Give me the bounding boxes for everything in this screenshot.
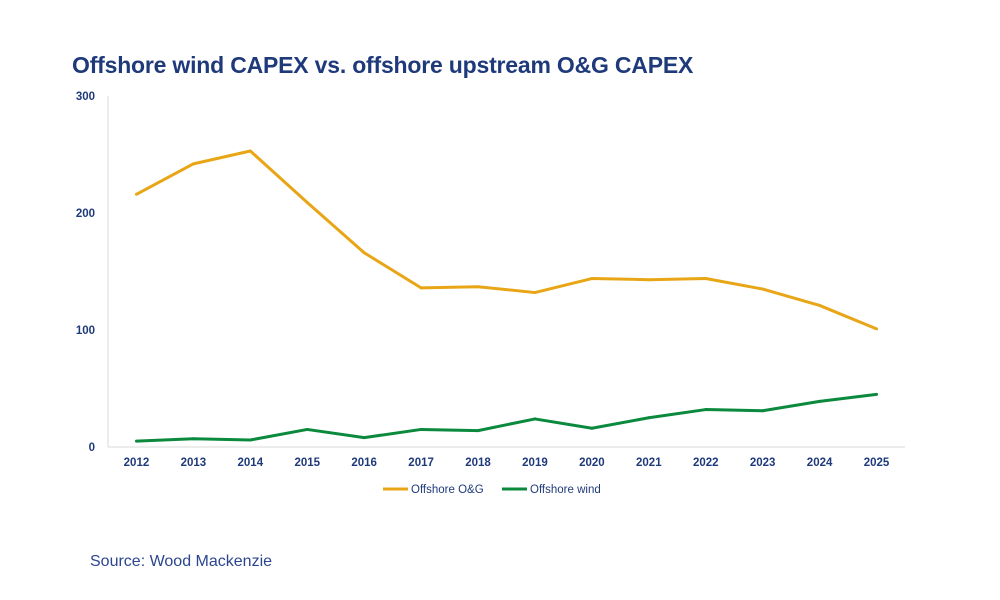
x-tick-label: 2012 [124,457,150,469]
y-tick-label: 100 [76,325,95,337]
data-point [419,427,423,431]
data-point [761,287,765,291]
data-point [248,438,252,442]
x-tick-label: 2024 [807,457,833,469]
data-point [191,437,195,441]
data-point [590,426,594,430]
x-tick-label: 2022 [693,457,719,469]
y-tick-label: 200 [76,208,95,220]
data-point [533,417,537,421]
data-point [647,278,651,282]
data-point [818,303,822,307]
x-tick-label: 2019 [522,457,548,469]
legend-label: Offshore wind [530,484,601,496]
x-tick-label: 2020 [579,457,605,469]
series-line-offshore-o-g [135,149,878,331]
data-point [134,439,138,443]
data-point [590,277,594,281]
data-point [248,149,252,153]
x-tick-label: 2014 [238,457,264,469]
y-tick-label: 300 [76,91,95,103]
data-point [818,399,822,403]
data-point [362,436,366,440]
legend-label: Offshore O&G [411,484,484,496]
y-tick-label: 0 [89,442,95,454]
data-point [305,427,309,431]
x-tick-label: 2025 [864,457,890,469]
data-point [875,392,879,396]
data-point [419,286,423,290]
x-tick-label: 2015 [294,457,320,469]
x-tick-label: 2013 [181,457,207,469]
data-point [533,291,537,295]
x-tick-label: 2023 [750,457,776,469]
data-point [875,327,879,331]
x-tick-label: 2016 [351,457,377,469]
data-point [704,277,708,281]
series-line-offshore-wind [136,392,877,443]
x-tick-label: 2017 [408,457,434,469]
data-point [476,285,480,289]
data-point [191,162,195,166]
data-point [134,192,138,196]
data-point [647,416,651,420]
data-point [761,409,765,413]
source-note: Source: Wood Mackenzie [90,553,273,570]
x-tick-label: 2018 [465,457,491,469]
data-point [362,251,366,255]
chart-title: Offshore wind CAPEX vs. offshore upstrea… [72,52,694,78]
data-point [476,429,480,433]
data-point [704,408,708,412]
data-point [305,200,309,204]
x-tick-label: 2021 [636,457,662,469]
